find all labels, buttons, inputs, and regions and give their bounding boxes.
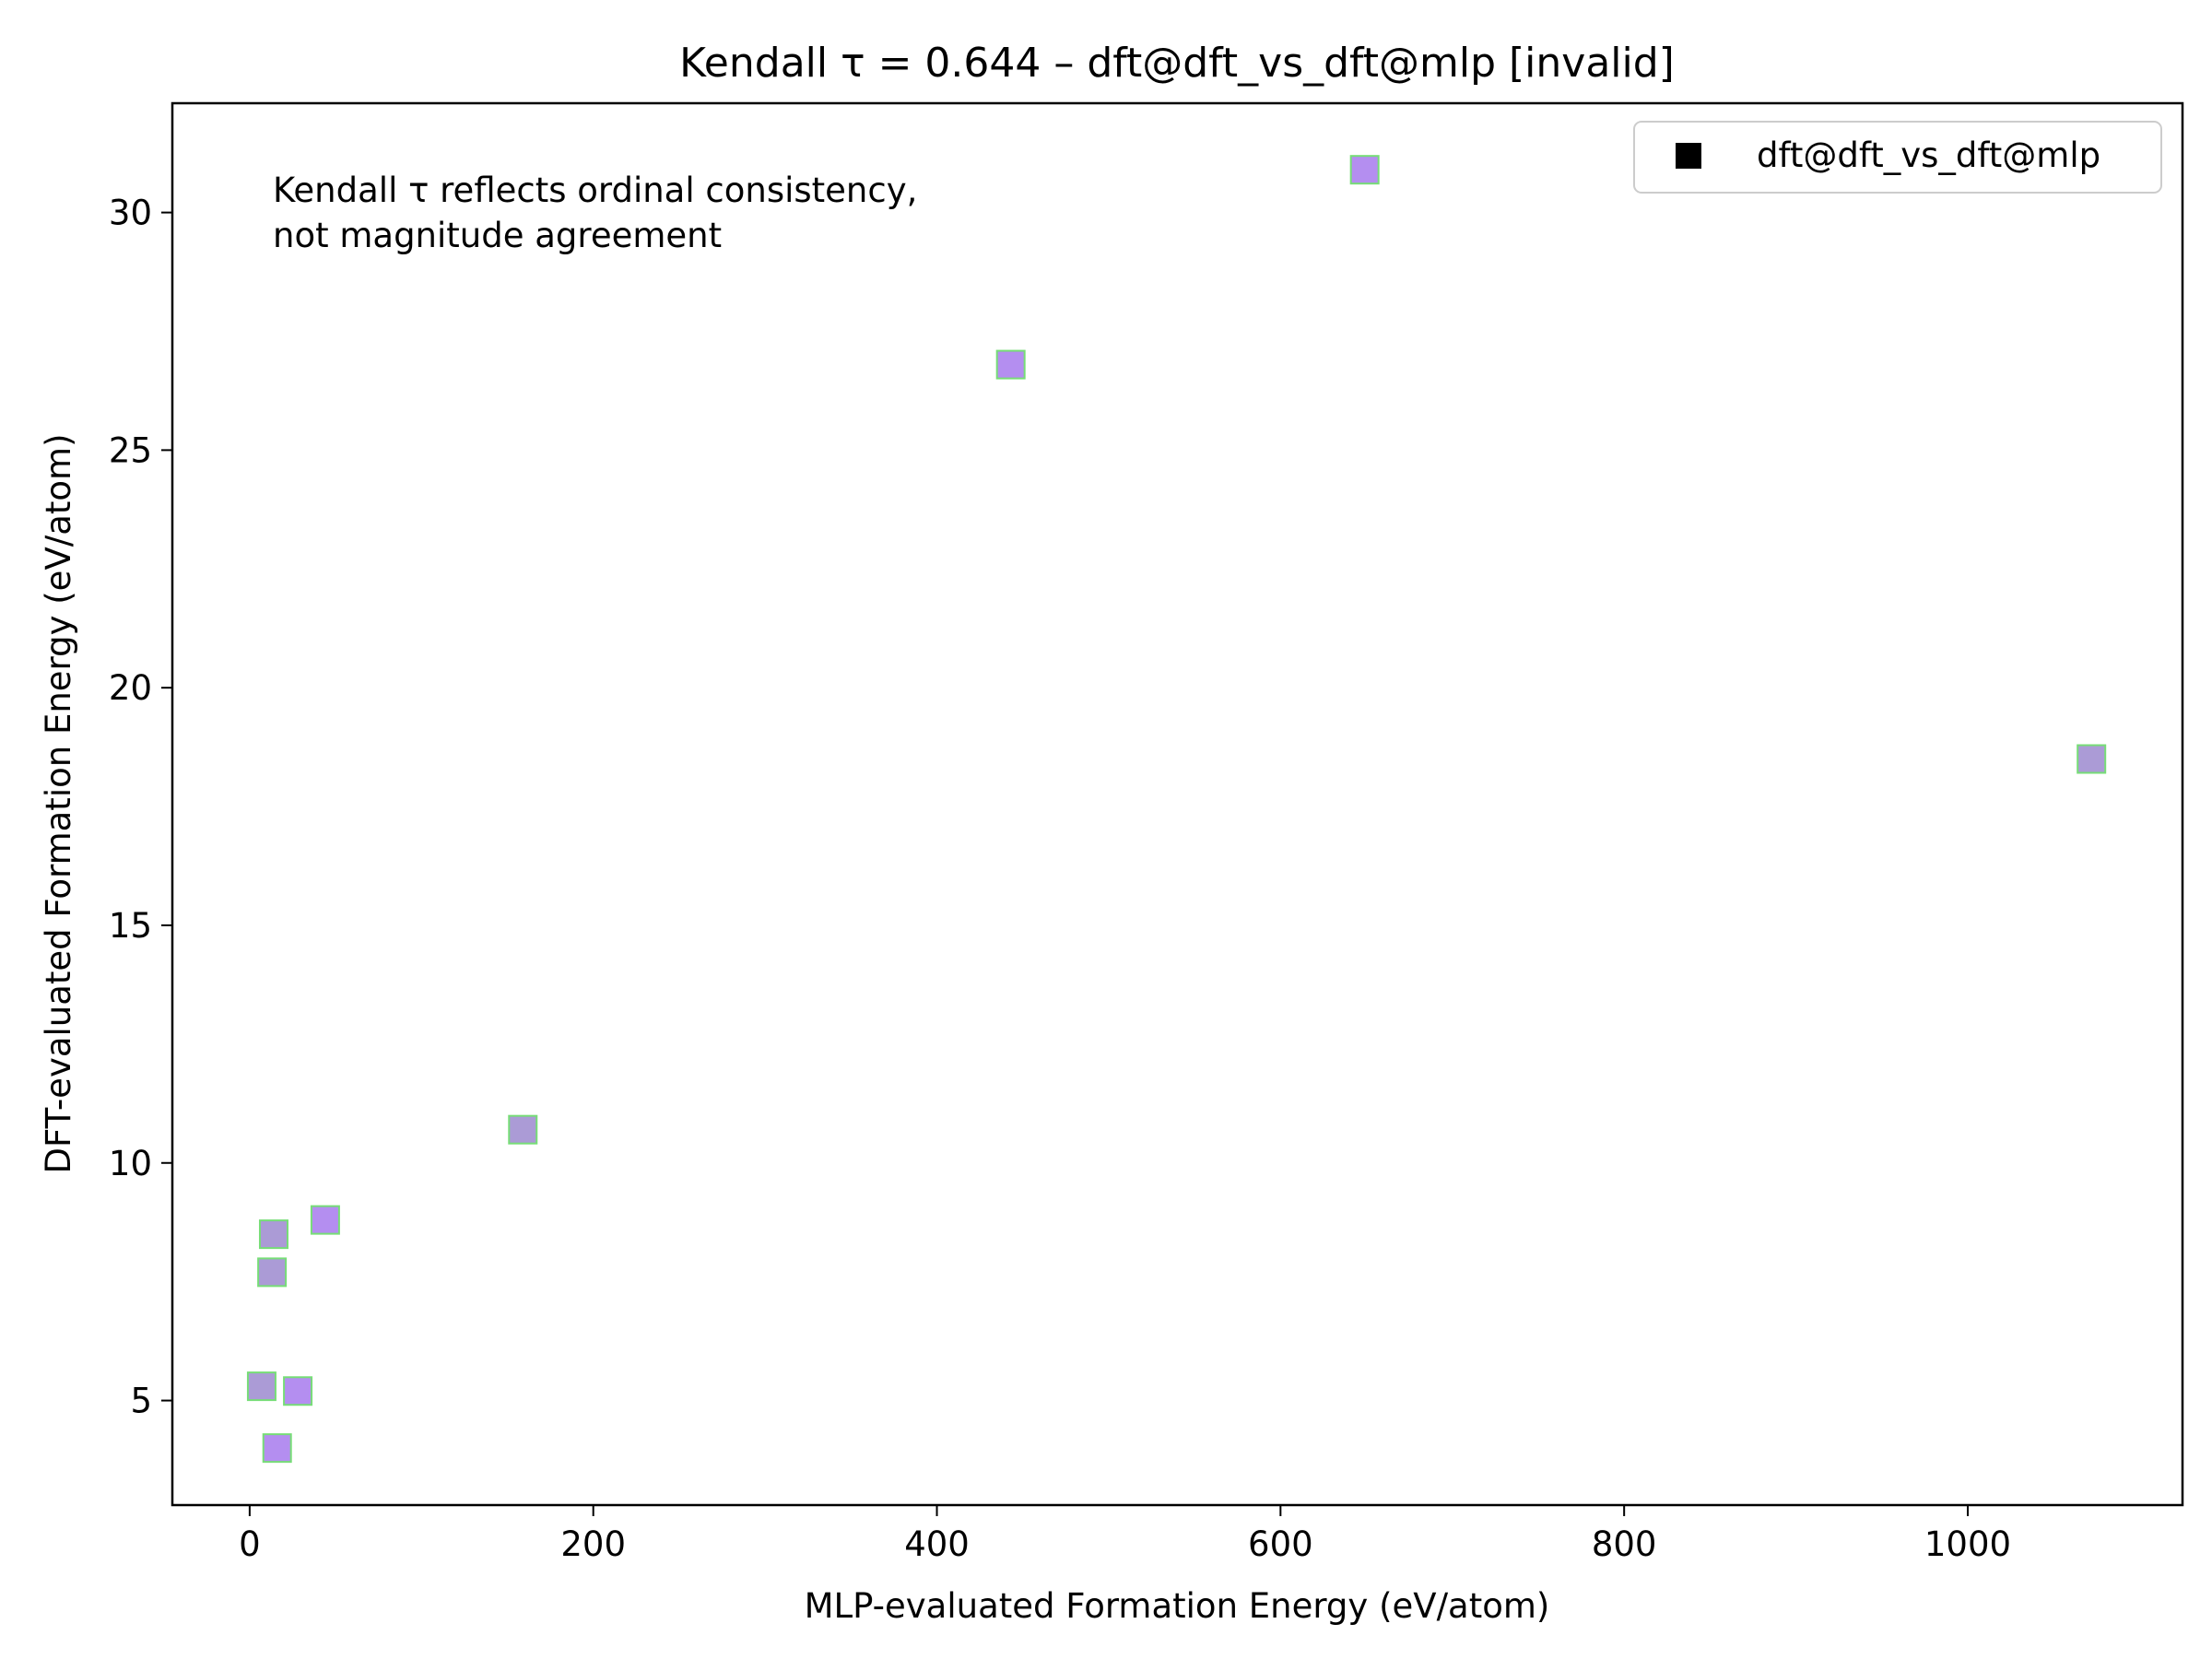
data-point (508, 1114, 538, 1145)
legend-label: dft@dft_vs_dft@mlp (1757, 135, 2100, 175)
data-point (2077, 744, 2107, 774)
legend: dft@dft_vs_dft@mlp (1633, 121, 2162, 194)
annotation-line-1: Kendall τ reflects ordinal consistency, (273, 171, 917, 210)
legend-marker-square (1676, 143, 1701, 169)
x-tick-label: 0 (239, 1524, 261, 1564)
x-tick-label: 600 (1248, 1524, 1313, 1564)
y-tick-label: 30 (109, 194, 152, 233)
plot-area-frame (171, 101, 2184, 1507)
data-point (310, 1205, 340, 1235)
data-point (995, 349, 1026, 380)
y-tick-label: 25 (109, 430, 152, 470)
legend-frame (1633, 121, 2162, 194)
y-tick-label: 5 (130, 1382, 152, 1421)
x-axis: 0 200 400 600 800 1000 (239, 1505, 2011, 1564)
x-tick-label: 400 (904, 1524, 970, 1564)
data-points (246, 155, 2107, 1464)
x-axis-label: MLP-evaluated Formation Energy (eV/atom) (805, 1586, 1550, 1626)
y-tick-label: 20 (109, 668, 152, 708)
chart-title: Kendall τ = 0.644 – dft@dft_vs_dft@mlp [… (679, 40, 1675, 87)
data-point (283, 1376, 313, 1406)
annotation-text: Kendall τ reflects ordinal consistency, … (273, 171, 928, 255)
data-point (258, 1219, 288, 1250)
x-tick-label: 200 (560, 1524, 626, 1564)
data-point (262, 1433, 292, 1464)
data-point (246, 1371, 276, 1402)
y-axis-label: DFT-evaluated Formation Energy (eV/atom) (39, 433, 78, 1173)
x-tick-label: 800 (1592, 1524, 1657, 1564)
y-axis: 5 10 15 20 25 30 (109, 194, 172, 1421)
y-tick-label: 15 (109, 906, 152, 946)
data-point (257, 1257, 288, 1288)
y-tick-label: 10 (109, 1144, 152, 1183)
annotation-line-2: not magnitude agreement (273, 216, 722, 255)
x-tick-label: 1000 (1924, 1524, 2011, 1564)
data-point (1349, 155, 1380, 185)
